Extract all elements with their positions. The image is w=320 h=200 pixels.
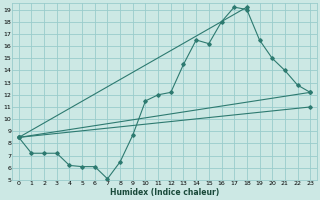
X-axis label: Humidex (Indice chaleur): Humidex (Indice chaleur) xyxy=(110,188,219,197)
